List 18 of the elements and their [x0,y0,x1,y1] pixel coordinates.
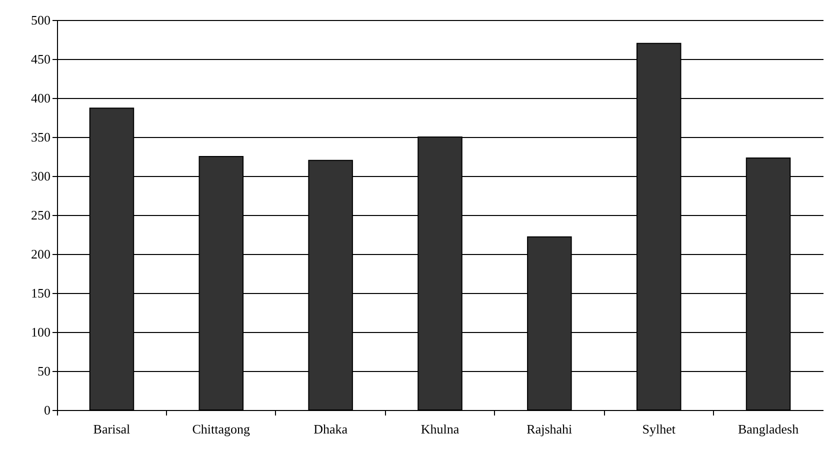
x-tick-label: Sylhet [642,422,676,436]
y-tick-label: 150 [31,286,50,300]
y-tick-label: 100 [31,324,50,340]
y-tick-label: 500 [31,12,50,28]
y-tick-label: 350 [31,130,50,144]
x-tick-label: Bangladesh [738,422,800,436]
x-tick-label: Barisal [93,422,131,436]
y-tick-label: 250 [31,208,50,222]
x-tick-label: Rajshahi [526,422,573,436]
x-tick-label: Chittagong [192,422,251,436]
y-tick-label: 450 [31,52,50,66]
y-tick-label: 300 [31,168,50,184]
x-tick-label: Khulna [420,422,460,436]
y-tick-label: 0 [44,402,50,418]
x-tick-label: Dhaka [314,422,348,436]
y-tick-label: 400 [31,90,50,106]
y-tick-label: 200 [31,246,50,262]
y-tick-label: 50 [38,364,50,378]
